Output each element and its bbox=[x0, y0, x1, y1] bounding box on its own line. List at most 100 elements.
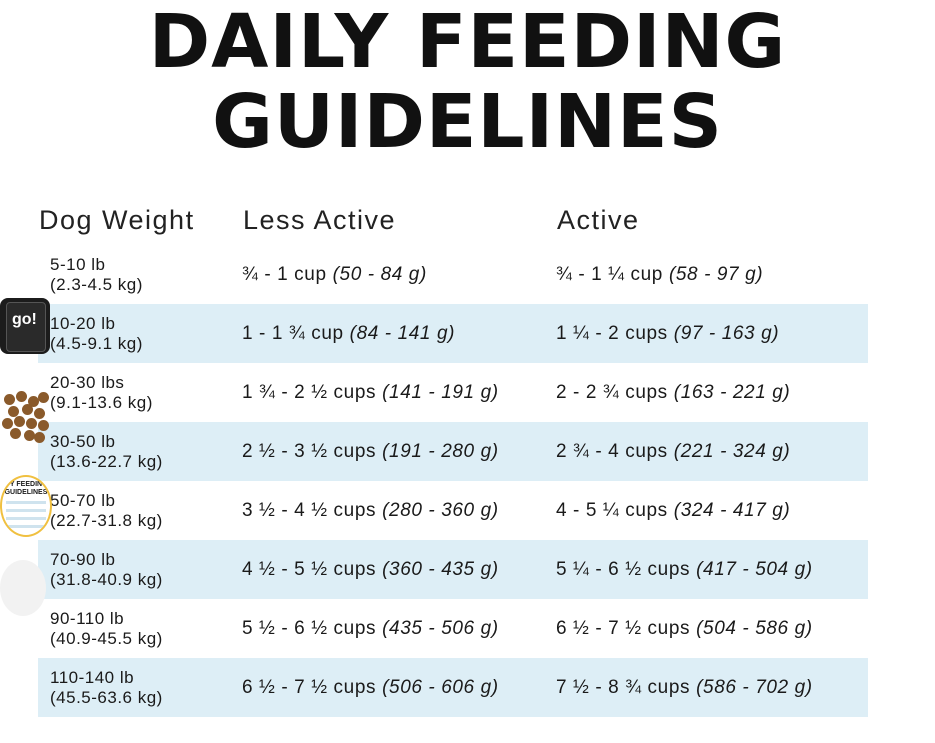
weight-lb: 70-90 lb bbox=[50, 549, 116, 569]
weight-kg: (22.7-31.8 kg) bbox=[50, 510, 163, 530]
food-bag-thumbnail[interactable]: go! bbox=[0, 298, 50, 354]
kibble-piece bbox=[28, 396, 39, 407]
kibble-piece bbox=[38, 420, 49, 431]
active-cups: 2 ¾ - 4 cups bbox=[556, 440, 668, 462]
less-active-cell: 3 ½ - 4 ½ cups (280 - 360 g) bbox=[242, 481, 499, 540]
title-line-1: DAILY FEEDING bbox=[148, 0, 787, 85]
active-cups: 2 - 2 ¾ cups bbox=[556, 381, 668, 403]
less-active-grams: (280 - 360 g) bbox=[382, 499, 499, 521]
less-active-cups: 3 ½ - 4 ½ cups bbox=[242, 499, 377, 521]
weight-lb: 10-20 lb bbox=[50, 313, 116, 333]
active-cups: ¾ - 1 ¼ cup bbox=[556, 263, 663, 285]
kibble-piece bbox=[4, 394, 15, 405]
kibble-piece bbox=[38, 392, 49, 403]
guide-label: Y FEEDIN GUIDELINES bbox=[4, 481, 48, 496]
table-row: 90-110 lb (40.9-45.5 kg) 5 ½ - 6 ½ cups (43… bbox=[38, 599, 868, 658]
title-line-2: GUIDELINES bbox=[212, 79, 723, 165]
header-less-active: Less Active bbox=[243, 205, 397, 235]
kibble-piece bbox=[8, 406, 19, 417]
less-active-cups: ¾ - 1 cup bbox=[242, 263, 327, 285]
weight-cell: 90-110 lb (40.9-45.5 kg) bbox=[50, 599, 163, 658]
weight-cell: 110-140 lb (45.5-63.6 kg) bbox=[50, 658, 163, 717]
kibble-piece bbox=[16, 391, 27, 402]
active-cell: 5 ¼ - 6 ½ cups (417 - 504 g) bbox=[556, 540, 813, 599]
kibble-piece bbox=[34, 432, 45, 443]
less-active-cell: 5 ½ - 6 ½ cups (435 - 506 g) bbox=[242, 599, 499, 658]
weight-lb: 50-70 lb bbox=[50, 490, 116, 510]
weight-cell: 70-90 lb (31.8-40.9 kg) bbox=[50, 540, 163, 599]
table-row: 10-20 lb (4.5-9.1 kg) 1 - 1 ¾ cup (84 - 141… bbox=[38, 304, 868, 363]
table-row: 110-140 lb (45.5-63.6 kg) 6 ½ - 7 ½ cups (5… bbox=[38, 658, 868, 717]
weight-kg: (9.1-13.6 kg) bbox=[50, 392, 153, 412]
active-grams: (58 - 97 g) bbox=[668, 263, 764, 285]
food-bag-icon: go! bbox=[6, 302, 46, 352]
kibble-piece bbox=[14, 416, 25, 427]
guidelines-thumbnail[interactable]: Y FEEDIN GUIDELINES bbox=[0, 475, 52, 537]
kibble-piece bbox=[24, 430, 35, 441]
weight-kg: (4.5-9.1 kg) bbox=[50, 333, 143, 353]
weight-kg: (13.6-22.7 kg) bbox=[50, 451, 163, 471]
less-active-cell: 4 ½ - 5 ½ cups (360 - 435 g) bbox=[242, 540, 499, 599]
table-row: 20-30 lbs (9.1-13.6 kg) 1 ¾ - 2 ½ cups (141… bbox=[38, 363, 868, 422]
active-grams: (417 - 504 g) bbox=[696, 558, 813, 580]
active-grams: (97 - 163 g) bbox=[673, 322, 780, 344]
page-title: DAILY FEEDING GUIDELINES bbox=[0, 2, 935, 162]
less-active-grams: (506 - 606 g) bbox=[382, 676, 499, 698]
weight-kg: (31.8-40.9 kg) bbox=[50, 569, 163, 589]
less-active-cups: 5 ½ - 6 ½ cups bbox=[242, 617, 377, 639]
less-active-grams: (191 - 280 g) bbox=[382, 440, 499, 462]
active-grams: (586 - 702 g) bbox=[696, 676, 813, 698]
feeding-table: 5-10 lb (2.3-4.5 kg) ¾ - 1 cup (50 - 84 g) ¾… bbox=[38, 245, 868, 717]
active-cell: 2 ¾ - 4 cups (221 - 324 g) bbox=[556, 422, 790, 481]
less-active-grams: (50 - 84 g) bbox=[332, 263, 427, 285]
less-active-cups: 1 ¾ - 2 ½ cups bbox=[242, 381, 377, 403]
weight-lb: 90-110 lb bbox=[50, 608, 125, 628]
weight-cell: 50-70 lb (22.7-31.8 kg) bbox=[50, 481, 163, 540]
weight-cell: 10-20 lb (4.5-9.1 kg) bbox=[50, 304, 143, 363]
less-active-cups: 1 - 1 ¾ cup bbox=[242, 322, 344, 344]
weight-cell: 30-50 lb (13.6-22.7 kg) bbox=[50, 422, 163, 481]
less-active-cell: 6 ½ - 7 ½ cups (506 - 606 g) bbox=[242, 658, 499, 717]
kibble-piece bbox=[2, 418, 13, 429]
less-active-cups: 2 ½ - 3 ½ cups bbox=[242, 440, 377, 462]
active-cups: 7 ½ - 8 ¾ cups bbox=[556, 676, 691, 698]
less-active-cell: 1 - 1 ¾ cup (84 - 141 g) bbox=[242, 304, 455, 363]
header-active: Active bbox=[557, 205, 640, 235]
active-cups: 5 ¼ - 6 ½ cups bbox=[556, 558, 691, 580]
less-active-cell: 2 ½ - 3 ½ cups (191 - 280 g) bbox=[242, 422, 499, 481]
weight-kg: (2.3-4.5 kg) bbox=[50, 274, 143, 294]
less-active-cups: 4 ½ - 5 ½ cups bbox=[242, 558, 377, 580]
active-cell: ¾ - 1 ¼ cup (58 - 97 g) bbox=[556, 245, 763, 304]
weight-kg: (45.5-63.6 kg) bbox=[50, 687, 163, 707]
weight-cell: 5-10 lb (2.3-4.5 kg) bbox=[50, 245, 143, 304]
active-grams: (221 - 324 g) bbox=[673, 440, 791, 462]
active-cups: 1 ¼ - 2 cups bbox=[556, 322, 668, 344]
weight-kg: (40.9-45.5 kg) bbox=[50, 628, 163, 648]
active-cups: 4 - 5 ¼ cups bbox=[556, 499, 668, 521]
active-grams: (163 - 221 g) bbox=[673, 381, 791, 403]
active-grams: (504 - 586 g) bbox=[696, 617, 813, 639]
active-cell: 1 ¼ - 2 cups (97 - 163 g) bbox=[556, 304, 779, 363]
kibble-piece bbox=[10, 428, 21, 439]
active-cups: 6 ½ - 7 ½ cups bbox=[556, 617, 691, 639]
active-cell: 4 - 5 ¼ cups (324 - 417 g) bbox=[556, 481, 790, 540]
active-cell: 2 - 2 ¾ cups (163 - 221 g) bbox=[556, 363, 790, 422]
table-row: 30-50 lb (13.6-22.7 kg) 2 ½ - 3 ½ cups (191… bbox=[38, 422, 868, 481]
kibble-piece bbox=[22, 404, 33, 415]
active-grams: (324 - 417 g) bbox=[673, 499, 791, 521]
kibble-piece bbox=[26, 418, 37, 429]
less-active-cell: 1 ¾ - 2 ½ cups (141 - 191 g) bbox=[242, 363, 499, 422]
active-cell: 7 ½ - 8 ¾ cups (586 - 702 g) bbox=[556, 658, 813, 717]
header-dog-weight: Dog Weight bbox=[39, 205, 195, 235]
table-row: 5-10 lb (2.3-4.5 kg) ¾ - 1 cup (50 - 84 g) ¾… bbox=[38, 245, 868, 304]
weight-lb: 110-140 lb bbox=[50, 667, 135, 687]
kibble-thumbnail[interactable] bbox=[0, 388, 50, 444]
less-active-grams: (435 - 506 g) bbox=[382, 617, 499, 639]
blank-thumbnail[interactable] bbox=[0, 560, 46, 616]
less-active-cups: 6 ½ - 7 ½ cups bbox=[242, 676, 377, 698]
weight-lb: 5-10 lb bbox=[50, 254, 106, 274]
less-active-grams: (141 - 191 g) bbox=[382, 381, 499, 403]
less-active-grams: (84 - 141 g) bbox=[349, 322, 456, 344]
weight-lb: 30-50 lb bbox=[50, 431, 116, 451]
bag-logo: go! bbox=[12, 311, 37, 328]
